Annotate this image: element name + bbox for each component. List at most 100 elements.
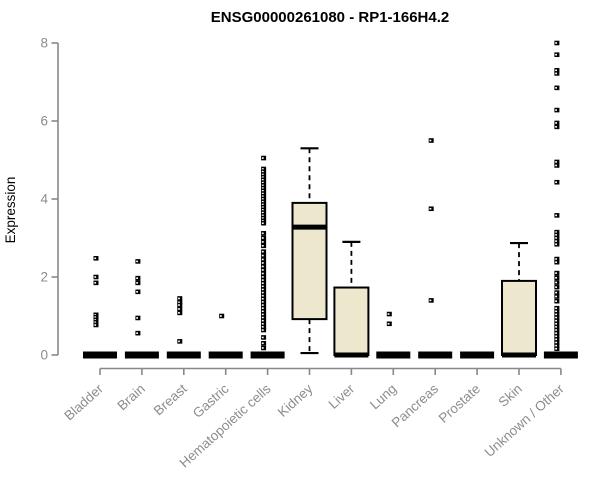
outlier-point-notch	[429, 299, 432, 302]
outlier-point-notch	[555, 237, 557, 239]
outlier-point-notch	[261, 222, 264, 224]
outlier-point-notch	[261, 316, 264, 319]
outlier-point-notch	[261, 269, 264, 271]
outlier-point-notch	[555, 281, 557, 284]
outlier-point-notch	[555, 286, 557, 288]
x-category-label: Liver	[326, 381, 358, 412]
boxplot-group	[460, 351, 495, 359]
outlier-point-notch	[555, 164, 557, 167]
boxplot-group	[166, 296, 201, 359]
outlier-point-notch	[261, 310, 264, 313]
outlier-point-notch	[261, 184, 264, 187]
outlier-point-notch	[261, 262, 264, 264]
outlier-point-notch	[261, 170, 264, 173]
outlier-point-notch	[555, 338, 557, 341]
collapsed-box	[460, 351, 495, 359]
x-category-label: Lung	[367, 381, 399, 412]
outlier-point-notch	[178, 340, 180, 343]
outlier-point-notch	[261, 168, 264, 170]
outlier-point-notch	[261, 319, 264, 322]
outlier-point-notch	[261, 304, 264, 306]
outlier-point-notch	[555, 122, 557, 124]
outlier-point-notch	[261, 254, 264, 257]
boxplot-box	[291, 201, 328, 321]
outlier-point-notch	[261, 307, 264, 309]
x-category-label: Brain	[114, 381, 147, 413]
outlier-point-notch	[429, 139, 432, 142]
outlier-point-notch	[555, 53, 557, 56]
y-tick-label: 0	[40, 348, 48, 363]
collapsed-box	[208, 351, 243, 359]
outlier-point-notch	[555, 42, 557, 44]
x-category-label: Bladder	[61, 381, 106, 424]
outlier-point-notch	[555, 240, 557, 242]
outlier-point-notch	[178, 308, 180, 310]
outlier-point-notch	[261, 336, 264, 339]
outlier-point-notch	[261, 288, 264, 291]
boxplot-group	[250, 155, 285, 359]
outlier-point-notch	[261, 157, 264, 159]
outlier-point-notch	[429, 207, 432, 210]
outlier-point-notch	[94, 276, 97, 278]
outlier-point-notch	[261, 176, 264, 178]
outlier-point-notch	[261, 198, 264, 200]
outlier-point-notch	[261, 206, 264, 208]
outlier-point-notch	[261, 187, 264, 189]
outlier-point-notch	[94, 324, 97, 326]
outlier-point-notch	[94, 316, 97, 318]
outlier-point-notch	[261, 203, 264, 206]
outlier-point-notch	[261, 301, 264, 303]
boxplots	[83, 40, 578, 359]
outlier-point-notch	[136, 332, 138, 334]
outlier-point-notch	[261, 179, 264, 181]
outlier-point-notch	[261, 211, 264, 214]
outlier-point-notch	[555, 109, 557, 111]
outlier-point-notch	[136, 277, 138, 279]
collapsed-box	[543, 351, 578, 359]
outlier-point-notch	[555, 258, 557, 260]
outlier-point-notch	[555, 72, 557, 75]
outlier-point-notch	[555, 231, 557, 233]
outlier-point-notch	[555, 300, 557, 302]
outlier-point-notch	[555, 326, 557, 328]
outlier-point-notch	[387, 313, 390, 315]
collapsed-box	[418, 351, 453, 359]
outlier-point-notch	[555, 319, 557, 322]
outlier-point-notch	[555, 272, 557, 274]
y-tick-label: 6	[40, 114, 48, 129]
outlier-point-notch	[555, 276, 557, 279]
outlier-point-notch	[555, 87, 557, 89]
outlier-point-notch	[555, 323, 557, 325]
outlier-point-notch	[136, 282, 138, 284]
outlier-point-notch	[178, 301, 180, 304]
outlier-point-notch	[555, 181, 557, 184]
outlier-point-notch	[261, 329, 264, 331]
outlier-point-notch	[94, 282, 97, 284]
outlier-point-notch	[261, 220, 264, 222]
outlier-point-notch	[261, 282, 264, 285]
outlier-point-notch	[94, 257, 97, 260]
outlier-point-notch	[136, 260, 138, 263]
collapsed-box	[166, 351, 201, 359]
boxplot-group	[543, 40, 578, 359]
outlier-point-notch	[261, 190, 264, 192]
collapsed-box	[250, 351, 285, 359]
outlier-point-notch	[261, 276, 264, 278]
y-tick-label: 4	[40, 192, 48, 207]
boxplot-group	[501, 241, 537, 358]
outlier-point-notch	[555, 126, 557, 128]
outlier-point-notch	[555, 313, 557, 316]
outlier-point-notch	[94, 314, 97, 316]
outlier-point-notch	[261, 214, 264, 217]
outlier-point-notch	[261, 291, 264, 294]
outlier-point-notch	[220, 315, 222, 317]
boxplot-box	[501, 279, 537, 356]
boxplot-group	[124, 259, 159, 359]
outlier-point-notch	[555, 243, 557, 246]
x-category-label: Pancreas	[389, 381, 442, 430]
outlier-point-notch	[555, 332, 557, 334]
outlier-point-notch	[261, 241, 264, 243]
outlier-point-notch	[555, 69, 557, 72]
